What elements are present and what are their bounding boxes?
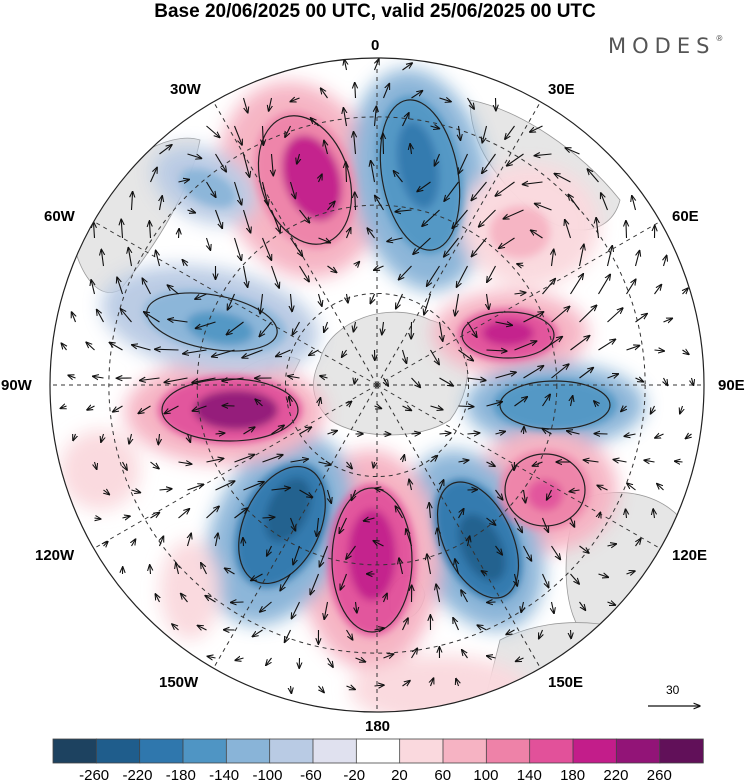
colorbar-tick-label: 140 (517, 767, 542, 784)
colorbar-tick-label: -20 (343, 767, 365, 784)
wind-arrow (487, 602, 496, 603)
colorbar-tick-label: 180 (560, 767, 585, 784)
wind-arrow (231, 602, 244, 603)
colorbar-tick-label: 20 (391, 767, 408, 784)
wind-arrow (243, 538, 244, 546)
wind-arrow (383, 133, 384, 154)
map-disk-content (40, 50, 720, 730)
lon-label-60w: 60W (44, 209, 75, 225)
colorbar-tick-label: 220 (603, 767, 628, 784)
colorbar-swatch (660, 739, 704, 763)
colorbar-swatch (616, 739, 660, 763)
colorbar-swatch (443, 739, 487, 763)
colorbar-swatch (140, 739, 184, 763)
colorbar-tick-label: 260 (647, 767, 672, 784)
wind-arrow (571, 630, 572, 639)
colorbar-swatch (530, 739, 574, 763)
lon-label-150e: 150E (548, 675, 583, 691)
colorbar-swatch (400, 739, 444, 763)
colorbar-swatch (226, 739, 270, 763)
wind-arrow (179, 229, 180, 238)
colorbar-swatch (53, 739, 97, 763)
colorbar-swatch (356, 739, 400, 763)
lon-label-180: 180 (365, 719, 390, 735)
lon-label-90e: 90E (718, 378, 745, 394)
colorbar (0, 735, 750, 765)
colorbar-swatch (96, 739, 140, 763)
colorbar-swatch (573, 739, 617, 763)
polar-map (0, 0, 750, 735)
lon-label-150w: 150W (159, 675, 198, 691)
lon-label-120w: 120W (35, 548, 74, 564)
colorbar-tick-label: 100 (473, 767, 498, 784)
colorbar-swatch (183, 739, 227, 763)
colorbar-tick-label: 60 (434, 767, 451, 784)
wind-arrow (524, 427, 525, 434)
colorbar-tick-label: -260 (79, 767, 109, 784)
lon-label-0: 0 (371, 38, 379, 54)
lon-label-30w: 30W (170, 82, 201, 98)
lon-label-30e: 30E (548, 82, 575, 98)
colorbar-tick-label: -220 (122, 767, 152, 784)
colorbar-swatch (313, 739, 357, 763)
colorbar-tick-label: -180 (166, 767, 196, 784)
wind-arrow (626, 221, 627, 238)
lon-label-60e: 60E (672, 209, 699, 225)
wind-arrow (514, 462, 515, 470)
colorbar-tick-label: -140 (209, 767, 239, 784)
colorbar-tick-label: -60 (300, 767, 322, 784)
lon-label-90w: 90W (1, 378, 32, 394)
reference-vector-label: 30 (666, 683, 679, 697)
lon-label-120e: 120E (672, 548, 707, 564)
colorbar-tick-label: -100 (252, 767, 282, 784)
wind-arrow (459, 406, 474, 407)
colorbar-swatch (486, 739, 530, 763)
colorbar-swatch (270, 739, 314, 763)
